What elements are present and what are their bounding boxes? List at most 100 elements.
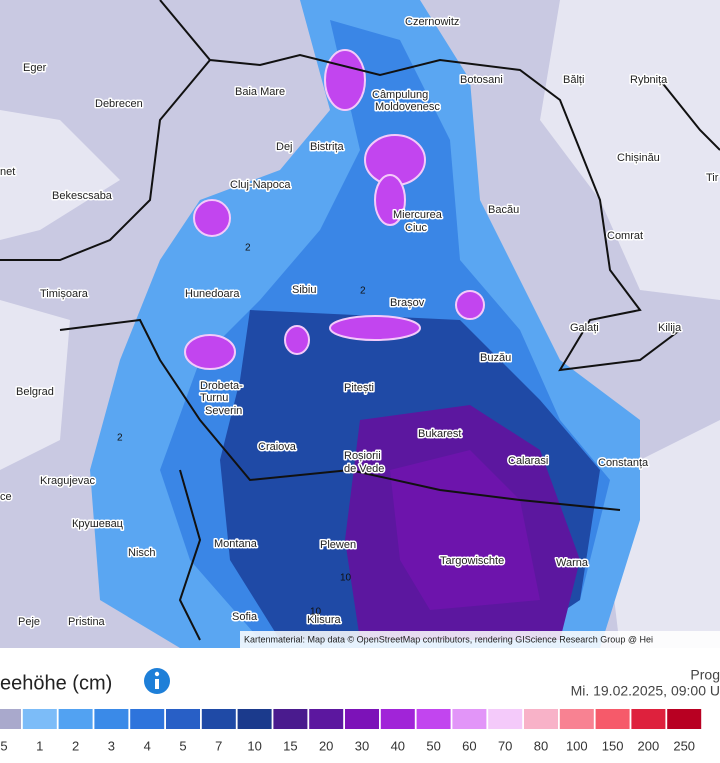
- borders: [0, 0, 720, 641]
- contour-label: 2: [117, 433, 123, 444]
- city-label: Pristina: [68, 616, 106, 628]
- city-label: Buzău: [480, 352, 511, 364]
- city-label: Severin: [205, 405, 242, 417]
- city-label: Chișinău: [617, 152, 660, 164]
- snow-peaks: [184, 49, 485, 370]
- legend-label: 10: [247, 738, 261, 753]
- peak: [329, 315, 421, 341]
- city-label: Calarasi: [508, 455, 548, 467]
- city-label: Constanța: [598, 457, 649, 469]
- legend-label: 5: [0, 738, 7, 753]
- city-label: Montana: [214, 538, 258, 550]
- border: [178, 469, 202, 641]
- attribution-bg: [240, 631, 720, 648]
- legend-label: 7: [215, 738, 222, 753]
- contour-label: 2: [360, 286, 366, 297]
- city-label: Bistrița: [310, 141, 345, 153]
- city-label: Timișoara: [40, 288, 89, 300]
- legend-label: 250: [673, 738, 695, 753]
- city-label: Kilija: [658, 322, 682, 334]
- map: Czernowitz Eger Baia Mare Botosani Bălți Rybn…: [0, 0, 720, 648]
- legend-label: 2: [72, 738, 79, 753]
- city-label: Czernowitz: [405, 16, 459, 28]
- city-label: Galați: [570, 322, 599, 334]
- legend-label: 40: [391, 738, 405, 753]
- panel-title: eehöhe (cm): [0, 672, 112, 694]
- product: Prog: [690, 667, 720, 683]
- legend-swatch: [452, 709, 487, 729]
- city-label: Pitești: [344, 382, 374, 394]
- border: [659, 79, 720, 151]
- legend-label: 50: [426, 738, 440, 753]
- peak: [374, 174, 406, 226]
- peak: [455, 290, 485, 320]
- city-label: Turnu: [200, 392, 228, 404]
- info-button[interactable]: [144, 668, 170, 694]
- legend-swatch: [667, 709, 702, 729]
- legend-label: 100: [566, 738, 588, 753]
- city-label: Bacău: [488, 204, 519, 216]
- legend-label: 60: [462, 738, 476, 753]
- peak: [324, 49, 366, 111]
- city-label: Comrat: [607, 230, 643, 242]
- city-label: Ciuc: [405, 222, 428, 234]
- city-label: Крушевац: [72, 518, 124, 530]
- legend-label: 80: [534, 738, 548, 753]
- datetime: Mi. 19.02.2025, 09:00 U: [571, 683, 720, 699]
- contour-label: 10: [340, 573, 352, 584]
- city-label: Moldovenesc: [375, 101, 440, 113]
- city-label: Dej: [276, 141, 293, 153]
- city-label: Botosani: [460, 74, 503, 86]
- legend-swatch: [273, 709, 308, 729]
- city-label: Nisch: [128, 547, 156, 559]
- contour-label: 2: [245, 243, 251, 254]
- border: [59, 318, 621, 511]
- city-label: Roșiorii: [344, 450, 381, 462]
- city-label: Cluj-Napoca: [230, 179, 291, 191]
- city-label: Belgrad: [16, 386, 54, 398]
- city-label: Peje: [18, 616, 40, 628]
- city-label: Plewen: [320, 539, 356, 551]
- legend-swatch: [631, 709, 666, 729]
- city-label: Drobeta-: [200, 380, 243, 392]
- legend-swatch: [94, 709, 129, 729]
- legend-swatch: [201, 709, 236, 729]
- legend: 5 1 2 3 4 5 7 10 15 20 30 40 50 60 70 80 100 150 200 250: [0, 709, 702, 753]
- legend-label: 70: [498, 738, 512, 753]
- snow-30: [390, 450, 540, 610]
- legend-swatch: [166, 709, 200, 729]
- info-glyph-dot: [154, 671, 160, 677]
- city-label: Sibiu: [292, 284, 316, 296]
- legend-label: 5: [179, 738, 186, 753]
- attribution: Kartenmaterial: Map data © OpenStreetMap…: [244, 634, 653, 644]
- city-label: Baia Mare: [235, 86, 285, 98]
- info-glyph: [155, 679, 159, 689]
- peak: [184, 334, 236, 370]
- city-label: Warna: [556, 557, 589, 569]
- city-label: net: [0, 166, 15, 178]
- city-label: Tir: [706, 172, 719, 184]
- city-label: Sofia: [232, 611, 258, 623]
- city-label: de Vede: [344, 463, 384, 475]
- border: [0, 59, 211, 261]
- legend-swatch: [22, 709, 57, 729]
- legend-swatch: [524, 709, 558, 729]
- contour-label: 10: [310, 607, 322, 618]
- legend-swatch: [380, 709, 415, 729]
- legend-swatch: [595, 709, 630, 729]
- city-label: Targowischte: [440, 555, 504, 567]
- city-label: Bekescsaba: [52, 190, 113, 202]
- city-label: Hunedoara: [185, 288, 240, 300]
- legend-swatch: [345, 709, 379, 729]
- city-label: Bukarest: [418, 428, 461, 440]
- city-label: Debrecen: [95, 98, 143, 110]
- city-label: Craiova: [258, 441, 297, 453]
- legend-label: 30: [355, 738, 369, 753]
- legend-label: 15: [283, 738, 297, 753]
- border: [159, 0, 681, 372]
- legend-swatch: [130, 709, 165, 729]
- city-label: ce: [0, 491, 12, 503]
- peak: [193, 199, 231, 237]
